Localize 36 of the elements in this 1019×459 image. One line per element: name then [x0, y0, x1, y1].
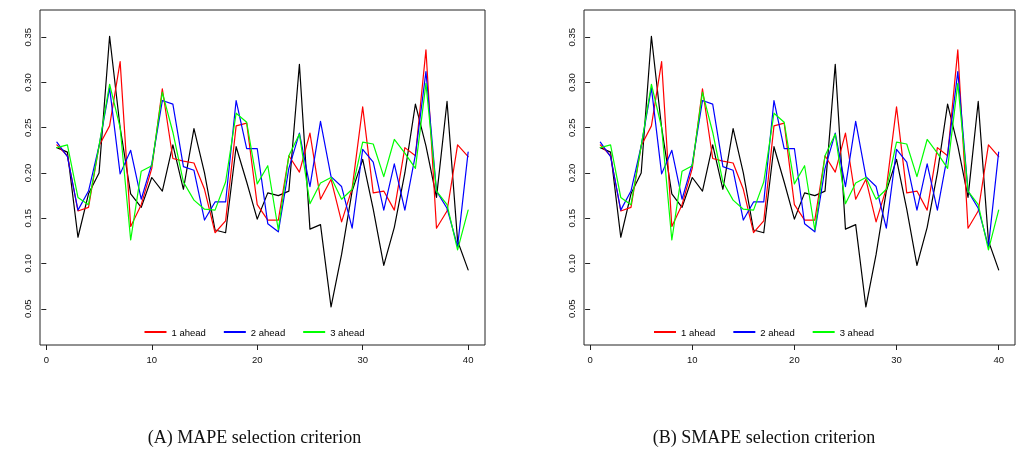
line-series: [56, 35, 469, 308]
x-tick-label: 40: [462, 353, 474, 365]
x-tick-label: 0: [43, 353, 49, 365]
y-tick-label: 0.30: [565, 73, 577, 92]
y-tick-label: 0.20: [21, 163, 33, 183]
legend-label: 2 ahead: [760, 326, 795, 338]
y-tick-label: 0.30: [21, 73, 33, 92]
y-tick-label: 0.25: [21, 118, 33, 137]
x-tick-label: 40: [993, 353, 1004, 365]
y-tick-label: 0.25: [565, 118, 577, 137]
legend-label: 1 ahead: [680, 326, 716, 338]
y-tick-label: 0.15: [565, 208, 577, 228]
y-tick-label: 0.05: [565, 299, 577, 319]
y-tick-label: 0.35: [21, 27, 33, 47]
line-series: [56, 49, 469, 234]
x-tick-label: 20: [251, 353, 263, 365]
x-tick-label: 10: [146, 353, 158, 365]
x-tick-label: 0: [587, 353, 593, 365]
x-tick-label: 20: [789, 353, 800, 365]
y-tick-label: 0.20: [565, 163, 577, 183]
y-tick-label: 0.10: [565, 254, 577, 273]
legend-label: 3 ahead: [839, 326, 875, 338]
x-tick-label: 30: [357, 353, 368, 365]
line-series: [599, 35, 1000, 308]
text: (A) MAPE selection criterion: [147, 427, 362, 448]
x-tick-label: 10: [686, 353, 698, 365]
x-tick-label: 30: [891, 353, 902, 365]
text: (B) SMAPE selection criterion: [652, 427, 876, 448]
y-tick-label: 0.35: [565, 27, 577, 47]
y-tick-label: 0.10: [21, 254, 33, 273]
legend-label: 3 ahead: [330, 326, 365, 338]
y-tick-label: 0.05: [21, 299, 33, 319]
legend-label: 2 ahead: [250, 326, 286, 338]
legend-label: 1 ahead: [171, 326, 206, 338]
line-series: [599, 49, 1000, 234]
y-tick-label: 0.15: [21, 208, 33, 228]
